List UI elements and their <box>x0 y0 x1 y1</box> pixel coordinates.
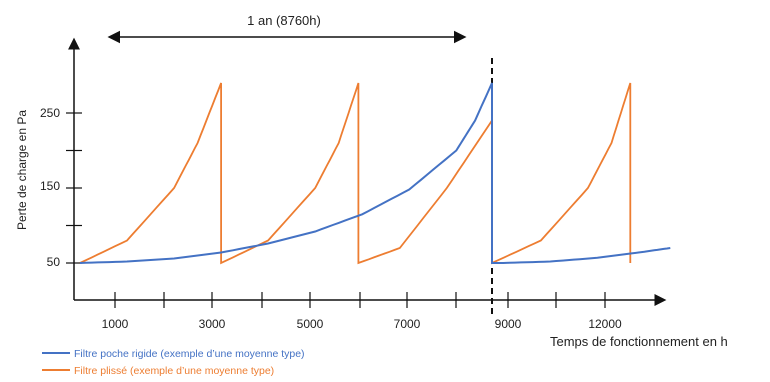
x-tick-label-5000: 5000 <box>297 317 324 331</box>
legend: Filtre poche rigide (exemple d’une moyen… <box>42 348 305 377</box>
x-tick-label-3000: 3000 <box>199 317 226 331</box>
x-tick-label-9000: 9000 <box>495 317 522 331</box>
y-tick-label-150: 150 <box>40 179 60 193</box>
y-tick-label-250: 250 <box>40 106 60 120</box>
x-axis-label: Temps de fonctionnement en h <box>550 334 728 349</box>
y-axis-label: Perte de charge en Pa <box>15 110 29 230</box>
series-line-filtre-plisse <box>79 82 632 265</box>
y-tick-labels: 50 150 250 <box>40 106 60 269</box>
series-line-filtre-poche-rigide <box>79 82 671 264</box>
legend-label-orange: Filtre plissé (exemple d’une moyenne typ… <box>74 365 274 377</box>
legend-label-blue: Filtre poche rigide (exemple d’une moyen… <box>74 348 305 360</box>
y-tick-label-50: 50 <box>47 255 61 269</box>
x-tick-label-7000: 7000 <box>394 317 421 331</box>
period-label: 1 an (8760h) <box>247 13 321 28</box>
x-ticks <box>114 292 606 308</box>
x-tick-label-1000: 1000 <box>102 317 129 331</box>
x-tick-label-12000: 12000 <box>588 317 622 331</box>
y-ticks <box>66 112 82 264</box>
x-tick-labels: 1000 3000 5000 7000 9000 12000 <box>102 317 622 331</box>
